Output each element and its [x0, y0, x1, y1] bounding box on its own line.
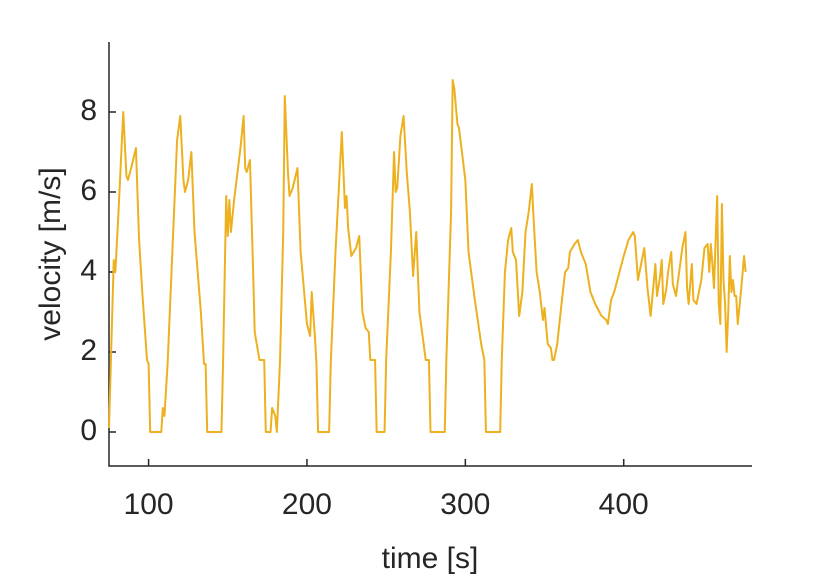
line	[108, 79, 747, 433]
y-tick-label: 2	[80, 334, 97, 367]
x-tick-label: 400	[599, 488, 649, 521]
axes	[108, 42, 752, 467]
x-tick-label: 100	[124, 488, 174, 521]
x-tick-label: 300	[440, 488, 490, 521]
x-tick-label: 200	[282, 488, 332, 521]
x-axis-label: time [s]	[382, 542, 479, 575]
y-tick-label: 8	[80, 94, 97, 127]
y-axis-label: velocity [m/s]	[34, 167, 67, 340]
y-tick-label: 6	[80, 174, 97, 207]
y-tick-label: 0	[80, 414, 97, 447]
y-tick-label: 4	[80, 254, 97, 287]
